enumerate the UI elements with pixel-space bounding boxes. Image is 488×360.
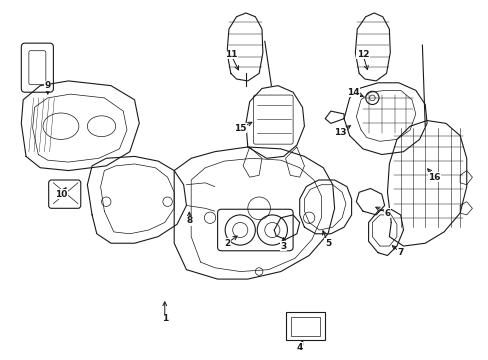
Text: 11: 11: [224, 50, 237, 59]
Text: 2: 2: [224, 239, 230, 248]
Text: 4: 4: [296, 342, 302, 351]
Text: 13: 13: [333, 128, 346, 137]
Bar: [285, 312, 325, 341]
Text: 3: 3: [280, 242, 286, 251]
Text: 12: 12: [356, 50, 368, 59]
Text: 8: 8: [186, 216, 192, 225]
Text: 5: 5: [324, 239, 330, 248]
Text: 14: 14: [346, 88, 359, 97]
Text: 6: 6: [384, 208, 390, 217]
Text: 9: 9: [44, 81, 51, 90]
Text: 1: 1: [162, 314, 167, 323]
Text: 7: 7: [397, 248, 403, 257]
Text: 10: 10: [55, 190, 67, 199]
Bar: [291, 317, 319, 336]
Text: 15: 15: [234, 123, 246, 132]
Text: 16: 16: [427, 173, 440, 182]
